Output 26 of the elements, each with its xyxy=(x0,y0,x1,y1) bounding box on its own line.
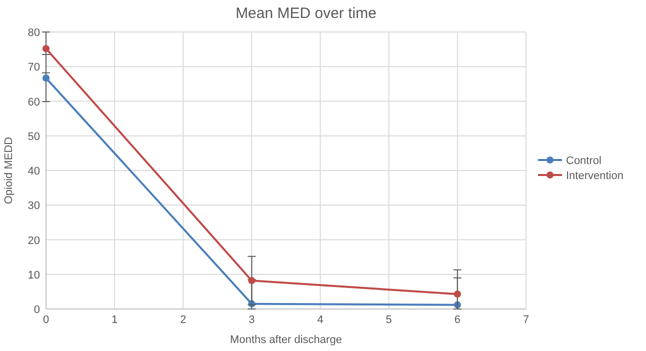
y-tick-label: 80 xyxy=(28,27,40,39)
x-tick-label: 1 xyxy=(112,314,118,326)
y-tick-label: 60 xyxy=(28,96,40,108)
y-tick-label: 10 xyxy=(28,269,40,282)
y-axis-title: Opioid MEDD xyxy=(3,136,15,204)
x-axis-title: Months after discharge xyxy=(230,334,342,346)
point xyxy=(248,277,256,284)
x-tick-label: 2 xyxy=(180,314,186,326)
x-tick-label: 7 xyxy=(522,314,530,326)
y-tick-label: 50 xyxy=(28,130,40,143)
point xyxy=(42,74,50,82)
x-tick-label: 0 xyxy=(42,314,50,326)
x-tick-label: 5 xyxy=(386,314,392,326)
y-tick-label: 20 xyxy=(28,234,40,247)
point xyxy=(454,290,461,298)
y-tick-label: 30 xyxy=(28,200,40,212)
x-tick-label: 6 xyxy=(454,314,460,326)
y-tick-label: 70 xyxy=(28,62,40,74)
legend-label: Intervention xyxy=(566,170,624,182)
chart-title: Mean MED over time xyxy=(236,5,376,22)
point xyxy=(42,45,50,52)
y-tick-label: 0 xyxy=(34,304,40,316)
y-tick-label: 40 xyxy=(28,166,40,178)
legend-label: Control xyxy=(566,155,602,167)
x-tick-label: 3 xyxy=(248,314,255,326)
x-tick-label: 4 xyxy=(317,314,324,326)
